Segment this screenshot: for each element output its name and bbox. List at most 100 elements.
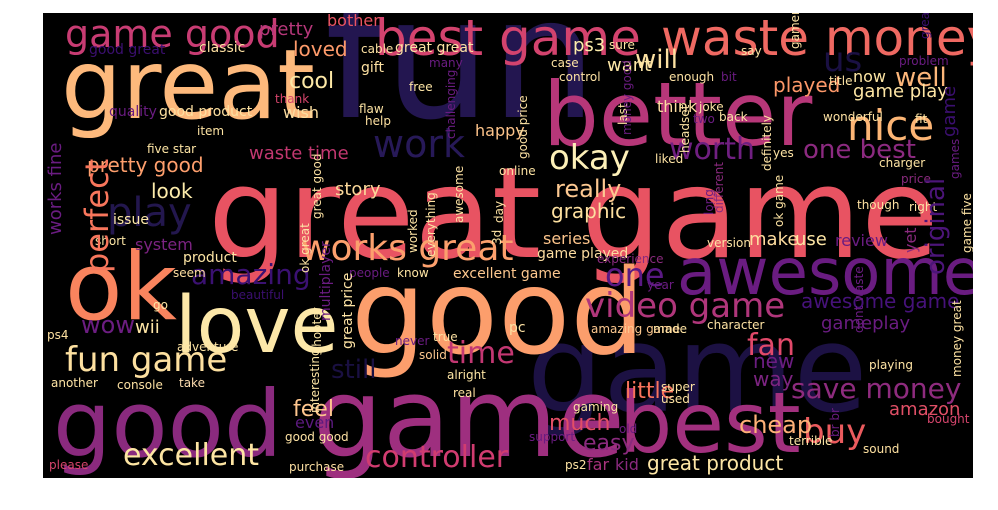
word-excellent: excellent — [123, 438, 260, 473]
word-terrible: terrible — [789, 434, 833, 448]
word-long: long — [702, 189, 716, 215]
word-okay: okay — [549, 138, 630, 178]
word-story: story — [335, 179, 381, 200]
word-awesome: awesome — [677, 236, 973, 310]
word-play: play — [107, 190, 192, 236]
word-money-good: money good — [620, 60, 634, 135]
word-money-great: money great — [950, 300, 964, 377]
word-great: great — [61, 29, 315, 141]
word-seem: seem — [173, 266, 206, 280]
word-easy: easy — [583, 431, 635, 456]
word-good-center: good — [351, 243, 646, 381]
word-cheap: cheap — [739, 411, 813, 439]
word-bit: bit — [721, 70, 737, 84]
word-playing: playing — [869, 358, 913, 372]
word-quality: quality — [109, 104, 157, 120]
word-problem: problem — [899, 54, 949, 68]
word-great-great: great great — [395, 40, 474, 56]
word-two: two — [693, 112, 715, 126]
word-br-br: br br — [828, 408, 842, 437]
word-true: true — [433, 330, 458, 344]
word-better: better — [543, 63, 813, 166]
word-purchase: purchase — [289, 460, 345, 474]
word-one: one — [605, 256, 665, 294]
word-product: product — [183, 250, 237, 266]
word-game-dark: game — [527, 301, 868, 440]
word-controller: controller — [365, 440, 509, 475]
word-help: help — [365, 114, 391, 128]
word-sure: sure — [609, 38, 635, 52]
word-ps4: ps4 — [47, 328, 69, 342]
word-video-game: video game — [585, 286, 786, 326]
word-year: year — [647, 278, 674, 292]
word-really: really — [555, 175, 622, 203]
word-short: short — [95, 234, 126, 248]
word-ok: ok — [65, 233, 177, 342]
word-classic: classic — [199, 40, 246, 56]
word-kid: kid — [615, 455, 639, 474]
word-little: little — [625, 379, 675, 404]
word-well: well — [895, 63, 947, 93]
word-good-left: good — [53, 371, 283, 478]
word-alright: alright — [447, 368, 486, 382]
word-charger: charger — [879, 156, 926, 170]
word-works-fine: works fine — [45, 142, 66, 235]
word-interesting: interesting — [308, 348, 322, 413]
word-games: games — [948, 138, 962, 179]
word-version: version — [707, 236, 751, 250]
word-yes: yes — [773, 146, 794, 160]
word-enough: enough — [669, 70, 715, 84]
word-us: us — [823, 40, 863, 80]
word-fan: fan — [747, 328, 795, 363]
word-solid: solid — [419, 348, 447, 362]
word-perfect: perfect — [78, 158, 116, 273]
word-ps2: ps2 — [565, 458, 587, 472]
word-far-kid: far — [587, 455, 610, 474]
word-though: though — [857, 198, 900, 212]
word-use: use — [795, 229, 827, 250]
word-make: make — [749, 229, 799, 250]
word-character: character — [707, 318, 765, 332]
word-pc: pc — [509, 320, 526, 336]
word-worked: worked — [406, 209, 420, 253]
word-great-product: great product — [647, 451, 784, 475]
word-super: super — [661, 380, 695, 394]
word-nice: nice — [847, 101, 935, 150]
word-awesome-game: awesome game — [801, 289, 960, 313]
word-ok-great: ok great — [298, 223, 312, 273]
word-amazing-game: amazing game — [591, 322, 681, 336]
word-time: time — [447, 336, 515, 371]
word-even: even — [295, 413, 335, 432]
word-wii: wii — [135, 317, 160, 338]
word-never: never — [395, 334, 430, 348]
word-happy: happy — [475, 121, 525, 140]
word-buy: buy — [803, 412, 867, 452]
word-gift: gift — [361, 60, 384, 76]
word-worth: worth — [669, 132, 756, 167]
word-new: new — [753, 349, 795, 373]
word-feel: feel — [293, 397, 334, 422]
word-much: much — [549, 411, 611, 436]
word-gamer: gamer — [788, 13, 802, 49]
word-game-play: game play — [853, 81, 948, 102]
word-fun-game: fun game — [65, 340, 228, 380]
word-day: day — [492, 200, 506, 223]
word-five-star: five star — [147, 142, 197, 156]
word-cable: cable — [361, 42, 394, 56]
word-headset: headset — [678, 104, 692, 153]
word-back: back — [719, 110, 748, 124]
word-good-product: good product — [159, 104, 253, 120]
word-free: free — [409, 80, 433, 94]
word-great-price: great price — [340, 272, 356, 349]
word-look: look — [151, 179, 193, 203]
word-think: think — [657, 97, 698, 116]
word-pretty: pretty — [259, 19, 314, 40]
word-wow: wow — [81, 311, 135, 339]
word-please: please — [49, 458, 89, 472]
word-waste-time: waste time — [249, 143, 349, 164]
word-right: right — [909, 200, 938, 214]
word-people: people — [349, 266, 390, 280]
word-amazing: amazing — [191, 258, 311, 291]
word-ok-game: ok game — [772, 174, 786, 227]
word-everything: everything — [424, 192, 438, 257]
